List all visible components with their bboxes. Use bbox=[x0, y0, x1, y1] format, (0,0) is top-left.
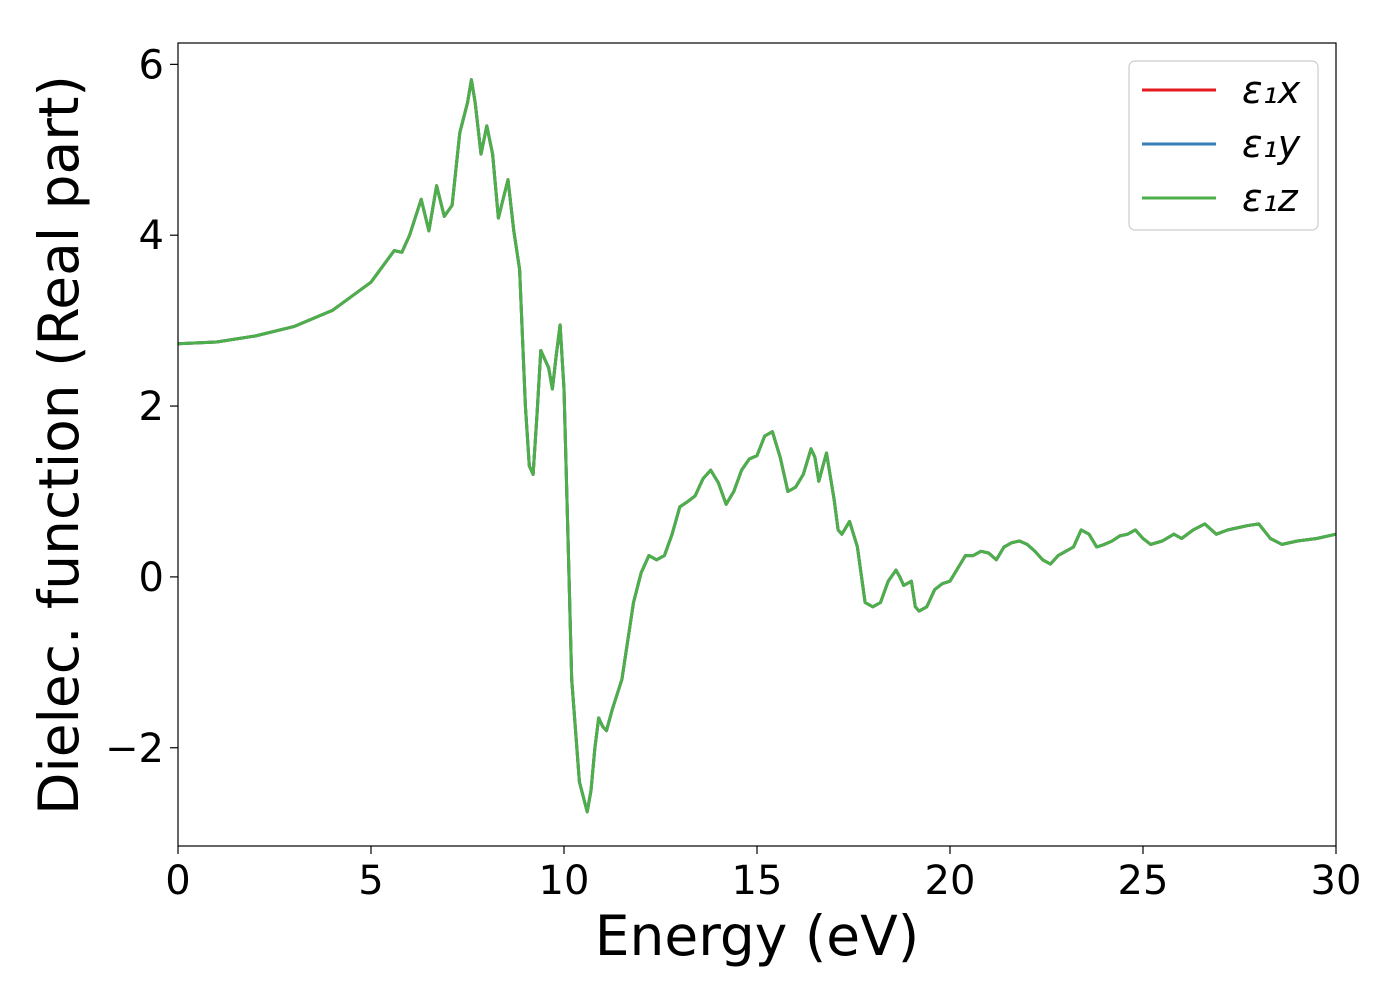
x-tick-label: 30 bbox=[1311, 858, 1362, 904]
y-tick-label: −2 bbox=[105, 726, 164, 772]
x-tick-label: 10 bbox=[539, 858, 590, 904]
legend-label: ε₁x bbox=[1242, 68, 1301, 112]
x-tick-label: 25 bbox=[1118, 858, 1169, 904]
y-axis-ticks: −2 0 2 4 6 bbox=[105, 42, 178, 772]
legend-box bbox=[1128, 60, 1319, 231]
legend-label: ε₁y bbox=[1242, 122, 1301, 166]
y-tick-label: 6 bbox=[139, 42, 164, 88]
series-line-3 bbox=[177, 78, 1337, 814]
x-tick-label: 0 bbox=[165, 858, 190, 904]
x-tick-label: 5 bbox=[358, 858, 383, 904]
y-tick-label: 2 bbox=[139, 384, 164, 430]
x-tick-label: 20 bbox=[925, 858, 976, 904]
legend-label: ε₁z bbox=[1242, 176, 1299, 220]
series-lines bbox=[177, 78, 1337, 814]
x-axis-label: Energy (eV) bbox=[595, 904, 919, 968]
y-tick-label: 0 bbox=[139, 555, 164, 601]
y-axis-label: Dielec. function (Real part) bbox=[27, 75, 91, 815]
y-tick-label: 4 bbox=[139, 213, 164, 259]
x-axis-ticks: 0 5 10 15 20 25 30 bbox=[165, 846, 1361, 904]
legend: ε₁x ε₁y ε₁z bbox=[1128, 60, 1319, 231]
x-tick-label: 15 bbox=[732, 858, 783, 904]
